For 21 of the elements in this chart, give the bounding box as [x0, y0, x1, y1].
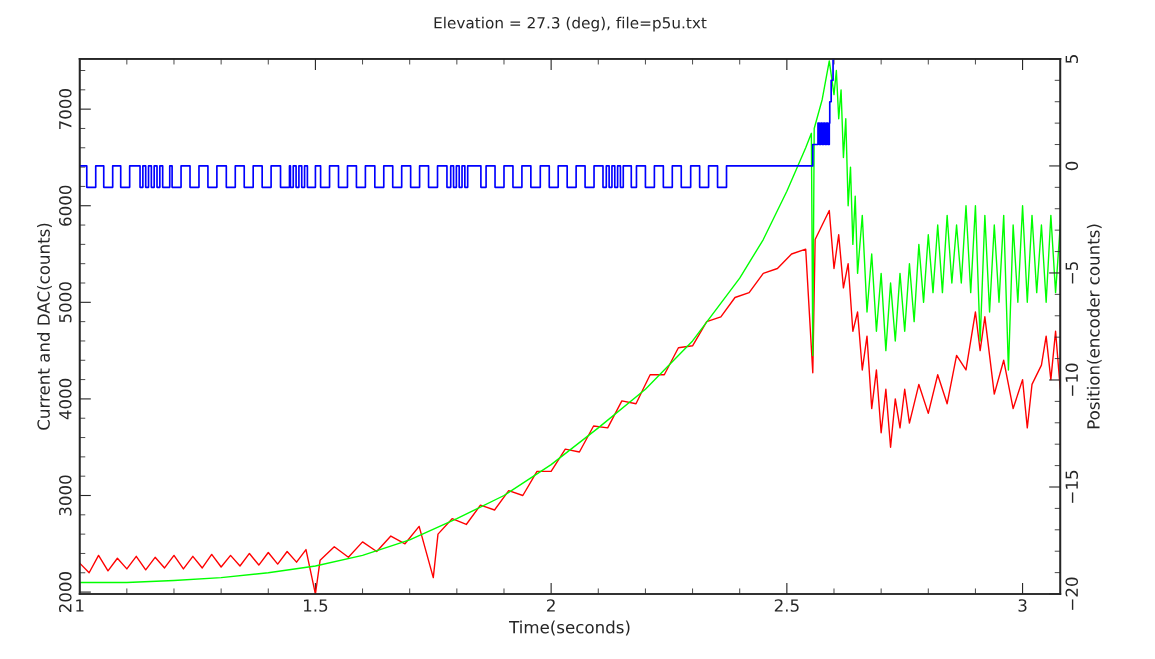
x-tick-label: 1 [76, 599, 84, 612]
y-tick-label: 5000 [59, 282, 72, 323]
y2-tick-label: 5 [1065, 55, 1079, 63]
y-tick-label: 7000 [59, 89, 72, 129]
y2-tick-label: −20 [1065, 577, 1079, 610]
y2-axis-title: Position(encoder counts) [1086, 224, 1102, 429]
x-tick-label: 3 [1018, 599, 1027, 612]
y-tick-label: 4000 [59, 378, 72, 420]
x-tick-label: 2.5 [774, 599, 799, 612]
y-tick-label: 6000 [59, 185, 72, 226]
y2-tick-label: −15 [1065, 470, 1079, 503]
y-tick-label: 3000 [59, 475, 72, 516]
y2-tick-label: 0 [1065, 161, 1079, 171]
y-axis-title: Current and DAC(counts) [37, 223, 52, 430]
x-tick-label: 2 [547, 599, 555, 612]
y2-tick-label: −5 [1065, 262, 1079, 284]
x-axis-title: Time(seconds) [508, 620, 630, 636]
y-tick-label: 2000 [59, 571, 72, 613]
chart-title: Elevation = 27.3 (deg), file=p5u.txt [434, 16, 707, 32]
y2-tick-label: −10 [1065, 363, 1079, 396]
x-tick-label: 1.5 [303, 599, 328, 612]
